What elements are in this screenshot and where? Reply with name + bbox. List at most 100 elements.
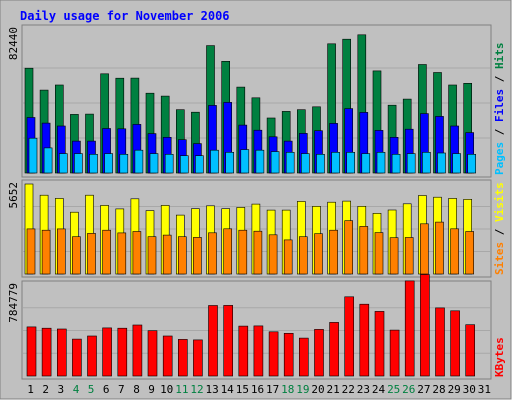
bar-kbytes-day-13 [208,305,218,377]
bar-kbytes-day-21 [329,322,339,377]
y-max-label: 784779 [7,283,20,323]
bar-pages-day-23 [361,153,371,174]
chart-panels: 82440 Pages / Files / Hits 5652 Sites / Vis… [7,24,506,380]
bar-sites-day-26 [404,237,414,275]
bar-pages-day-16 [255,149,265,174]
x-tick-label-31: 31 [478,383,491,396]
x-tick-label-24: 24 [372,383,386,396]
bar-pages-day-22 [346,152,356,174]
bar-kbytes-day-10 [162,335,173,377]
bar-pages-day-2 [43,147,53,174]
bar-pages-day-17 [270,151,280,174]
x-tick-label-6: 6 [103,383,110,396]
x-tick-label-10: 10 [160,383,173,396]
bar-sites-day-29 [450,228,459,275]
axis-label-separator: / [493,222,506,242]
panel-visits-sites: 5652 Sites / Visits [7,179,506,278]
series-axis-label: Pages / Files / Hits [493,43,506,176]
panel-hits-files-pages: 82440 Pages / Files / Hits [7,24,506,178]
panel-kbytes: 784779 KBytes [7,274,506,380]
bar-sites-day-3 [56,228,66,275]
bar-pages-day-29 [452,153,461,174]
bar-kbytes-day-5 [87,335,97,377]
bar-pages-day-10 [164,154,174,174]
bar-kbytes-day-17 [268,331,279,377]
bar-pages-day-20 [316,154,325,174]
bar-kbytes-day-9 [147,330,158,377]
bar-sites-day-5 [87,233,96,275]
x-tick-label-26: 26 [402,383,415,396]
axis-label-separator: / [493,69,506,89]
bar-kbytes-day-4 [72,338,82,377]
chart-title: Daily usage for November 2006 [20,9,230,23]
bar-pages-day-24 [376,152,386,174]
x-axis-tick-labels: 1 2 3 4 5 6 7 8 9 10 11 12 13 14 15 16 17 18 19 20 21 22 23 24 2… [27,383,491,396]
bar-sites-day-2 [41,229,51,275]
axis-label-sites: Sites [493,242,506,275]
bar-pages-day-7 [119,154,129,174]
bar-kbytes-day-1 [26,326,37,377]
bar-kbytes-day-30 [465,324,476,377]
bar-kbytes-day-11 [178,339,188,377]
bar-kbytes-day-14 [223,305,233,377]
bar-pages-day-28 [437,152,446,174]
bar-kbytes-day-7 [117,327,128,377]
x-tick-label-17: 17 [266,383,279,396]
bar-sites-day-19 [298,236,308,275]
bar-kbytes-day-2 [41,327,52,377]
bar-sites-day-27 [420,223,429,275]
bar-kbytes-day-22 [344,296,355,377]
x-tick-label-8: 8 [133,383,140,396]
bar-sites-day-7 [117,232,127,275]
x-tick-label-28: 28 [432,383,445,396]
axis-label-hits: Hits [493,43,506,70]
x-tick-label-23: 23 [357,383,370,396]
y-max-label: 5652 [7,182,20,209]
bar-pages-day-12 [195,155,204,174]
bar-kbytes-day-16 [253,325,264,377]
bar-sites-day-28 [435,221,444,275]
x-tick-label-27: 27 [417,383,430,396]
bar-pages-day-1 [28,137,38,174]
x-tick-label-22: 22 [342,383,355,396]
axis-label-pages: Pages [493,142,506,175]
x-tick-label-30: 30 [463,383,476,396]
bar-kbytes-day-27 [420,274,430,377]
x-tick-label-15: 15 [236,383,249,396]
x-tick-label-16: 16 [251,383,264,396]
series-axis-label: Sites / Visits [493,182,506,275]
bar-sites-day-25 [389,237,399,275]
bar-kbytes-day-19 [298,337,309,377]
bar-sites-day-4 [72,236,81,275]
bar-kbytes-day-12 [193,339,203,377]
bar-pages-day-14 [225,152,234,174]
bar-pages-day-5 [89,154,98,174]
x-tick-label-3: 3 [57,383,64,396]
x-tick-label-19: 19 [296,383,309,396]
bar-sites-day-14 [223,228,232,275]
bar-pages-day-30 [467,154,477,174]
bar-sites-day-15 [238,229,248,275]
x-tick-label-12: 12 [190,383,203,396]
bar-pages-day-26 [406,153,416,174]
x-tick-label-11: 11 [175,383,188,396]
axis-label-visits: Visits [493,182,506,222]
bar-kbytes-day-18 [283,332,294,377]
bar-sites-day-12 [193,237,202,275]
bar-sites-day-22 [344,220,354,275]
bar-sites-day-6 [102,229,111,275]
bar-kbytes-day-20 [314,329,324,377]
bar-kbytes-day-26 [404,280,415,377]
bar-sites-day-23 [359,226,369,275]
x-tick-label-21: 21 [326,383,339,396]
bar-kbytes-day-15 [238,325,249,377]
bar-sites-day-21 [329,229,338,275]
bar-pages-day-27 [422,152,431,174]
bar-kbytes-day-24 [374,311,385,377]
bar-pages-day-9 [149,153,159,174]
bar-pages-day-3 [58,153,68,174]
bar-pages-day-13 [210,149,219,174]
x-tick-label-18: 18 [281,383,294,396]
bar-sites-day-1 [26,228,36,275]
